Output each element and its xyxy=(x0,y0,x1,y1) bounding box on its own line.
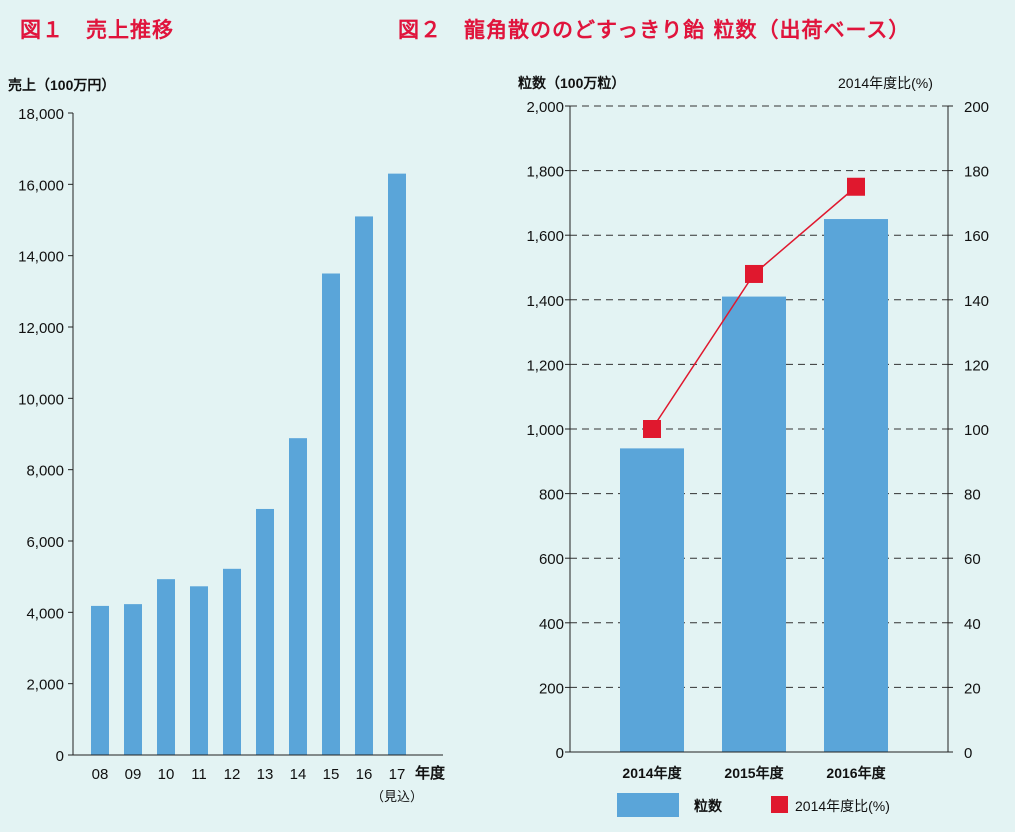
sales-y-tick-label: 2,000 xyxy=(26,677,64,694)
sales-x-ticks: 08 09 10 11 12 13 14 15 16 17 （見込） xyxy=(92,766,423,804)
sales-bars xyxy=(91,173,406,756)
ratio-y2-tick-label: 20 xyxy=(964,680,981,697)
sales-x-axis-label: 年度 xyxy=(415,764,446,782)
sales-y-tick-label: 16,000 xyxy=(18,177,64,194)
legend-bar-label: 粒数 xyxy=(694,798,723,814)
figure1-title: 図１ 売上推移 xyxy=(20,18,174,42)
ratio-y2-tick-label: 200 xyxy=(964,99,989,116)
ratio-y2-ticks: 0 20 40 60 80 100 120 140 160 180 200 xyxy=(948,99,989,762)
sales-bar xyxy=(322,273,340,755)
sales-x-tick-label: 17 xyxy=(389,766,406,783)
sales-bar xyxy=(190,586,208,755)
legend-bar-swatch xyxy=(617,793,679,817)
pieces-y-tick-label: 1,600 xyxy=(526,228,564,245)
sales-y-tick-label: 14,000 xyxy=(18,249,64,266)
sales-x-tick-label: 08 xyxy=(92,766,109,783)
sales-bar xyxy=(91,605,109,755)
sales-x-tick-label: 13 xyxy=(257,766,274,783)
sales-x-tick-label: 12 xyxy=(224,766,241,783)
figure2-title: 図２ 龍角散ののどすっきり飴 粒数（出荷ベース） xyxy=(398,18,911,42)
ratio-y2-tick-label: 60 xyxy=(964,551,981,568)
sales-y-axis-label: 売上（100万円） xyxy=(8,77,115,93)
sales-x-tick-label: 15 xyxy=(323,766,340,783)
ratio-y2-tick-label: 100 xyxy=(964,422,989,439)
ratio-y2-tick-label: 80 xyxy=(964,487,981,504)
pieces-x-tick-label: 2016年度 xyxy=(826,765,886,781)
sales-x-tick-label: 11 xyxy=(191,766,207,783)
sales-x-tick-label: 16 xyxy=(356,766,373,783)
sales-bar xyxy=(124,604,142,755)
pieces-y-tick-label: 1,800 xyxy=(526,164,564,181)
ratio-y2-tick-label: 0 xyxy=(964,745,972,762)
pieces-y-tick-label: 200 xyxy=(539,680,564,697)
legend-line-swatch xyxy=(771,796,788,813)
pieces-bars xyxy=(620,219,888,753)
ratio-y2-tick-label: 160 xyxy=(964,228,989,245)
sales-y-tick-label: 6,000 xyxy=(26,534,64,551)
pieces-legend: 粒数 2014年度比(%) xyxy=(617,793,890,817)
sales-bar xyxy=(388,173,406,756)
pieces-y-tick-label: 1,000 xyxy=(526,422,564,439)
sales-y-tick-label: 8,000 xyxy=(26,463,64,480)
pieces-y-tick-label: 600 xyxy=(539,551,564,568)
sales-bar xyxy=(223,568,241,755)
pieces-x-tick-label: 2014年度 xyxy=(622,765,682,781)
sales-y-tick-label: 12,000 xyxy=(18,320,64,337)
ratio-y2-tick-label: 140 xyxy=(964,293,989,310)
sales-y-ticks: 0 2,000 4,000 6,000 8,000 10,000 12,000 14,000 1… xyxy=(18,106,73,765)
pieces-y-tick-label: 400 xyxy=(539,616,564,633)
ratio-y2-tick-label: 180 xyxy=(964,164,989,181)
pieces-combo-chart: 粒数（100万粒） 2014年度比(%) 02004006008001,0001… xyxy=(518,75,989,817)
pieces-bar xyxy=(722,296,786,752)
pieces-bar xyxy=(824,219,888,753)
sales-bar xyxy=(355,216,373,755)
ratio-line-series xyxy=(643,177,865,438)
ratio-marker xyxy=(745,264,763,283)
sales-bar xyxy=(256,508,274,755)
sales-x-tick-label: 09 xyxy=(125,766,142,783)
sales-bar xyxy=(289,438,307,755)
sales-y-tick-label: 18,000 xyxy=(18,106,64,123)
sales-x-tick-label: 10 xyxy=(158,766,175,783)
sales-x-tick-label: 14 xyxy=(290,766,307,783)
pieces-y-tick-label: 800 xyxy=(539,487,564,504)
ratio-y2-tick-label: 120 xyxy=(964,357,989,374)
pieces-y2-axis-label: 2014年度比(%) xyxy=(838,75,933,91)
sales-y-tick-label: 4,000 xyxy=(26,605,64,622)
sales-bar xyxy=(157,579,175,755)
pieces-x-tick-label: 2015年度 xyxy=(724,765,784,781)
sales-bar-chart: 売上（100万円） 0 2,000 4,000 6,000 8,000 10,000 12,… xyxy=(8,77,446,804)
sales-y-tick-label: 0 xyxy=(56,748,64,765)
ratio-y2-tick-label: 40 xyxy=(964,616,981,633)
sales-x-tick-sublabel: （見込） xyxy=(371,789,423,804)
legend-line-label: 2014年度比(%) xyxy=(795,798,890,814)
pieces-y-tick-label: 2,000 xyxy=(526,99,564,116)
pieces-x-ticks: 2014年度 2015年度 2016年度 xyxy=(622,765,886,781)
pieces-y-tick-label: 0 xyxy=(556,745,564,762)
pieces-y-axis-label: 粒数（100万粒） xyxy=(518,75,625,91)
ratio-marker xyxy=(847,177,865,196)
pieces-bar xyxy=(620,448,684,752)
ratio-marker xyxy=(643,420,661,438)
pieces-y-ticks: 0 200 400 600 800 1,000 1,200 1,400 1,600 1,800 2,… xyxy=(526,99,570,762)
pieces-y-tick-label: 1,200 xyxy=(526,357,564,374)
pieces-y-tick-label: 1,400 xyxy=(526,293,564,310)
sales-y-tick-label: 10,000 xyxy=(18,391,64,408)
